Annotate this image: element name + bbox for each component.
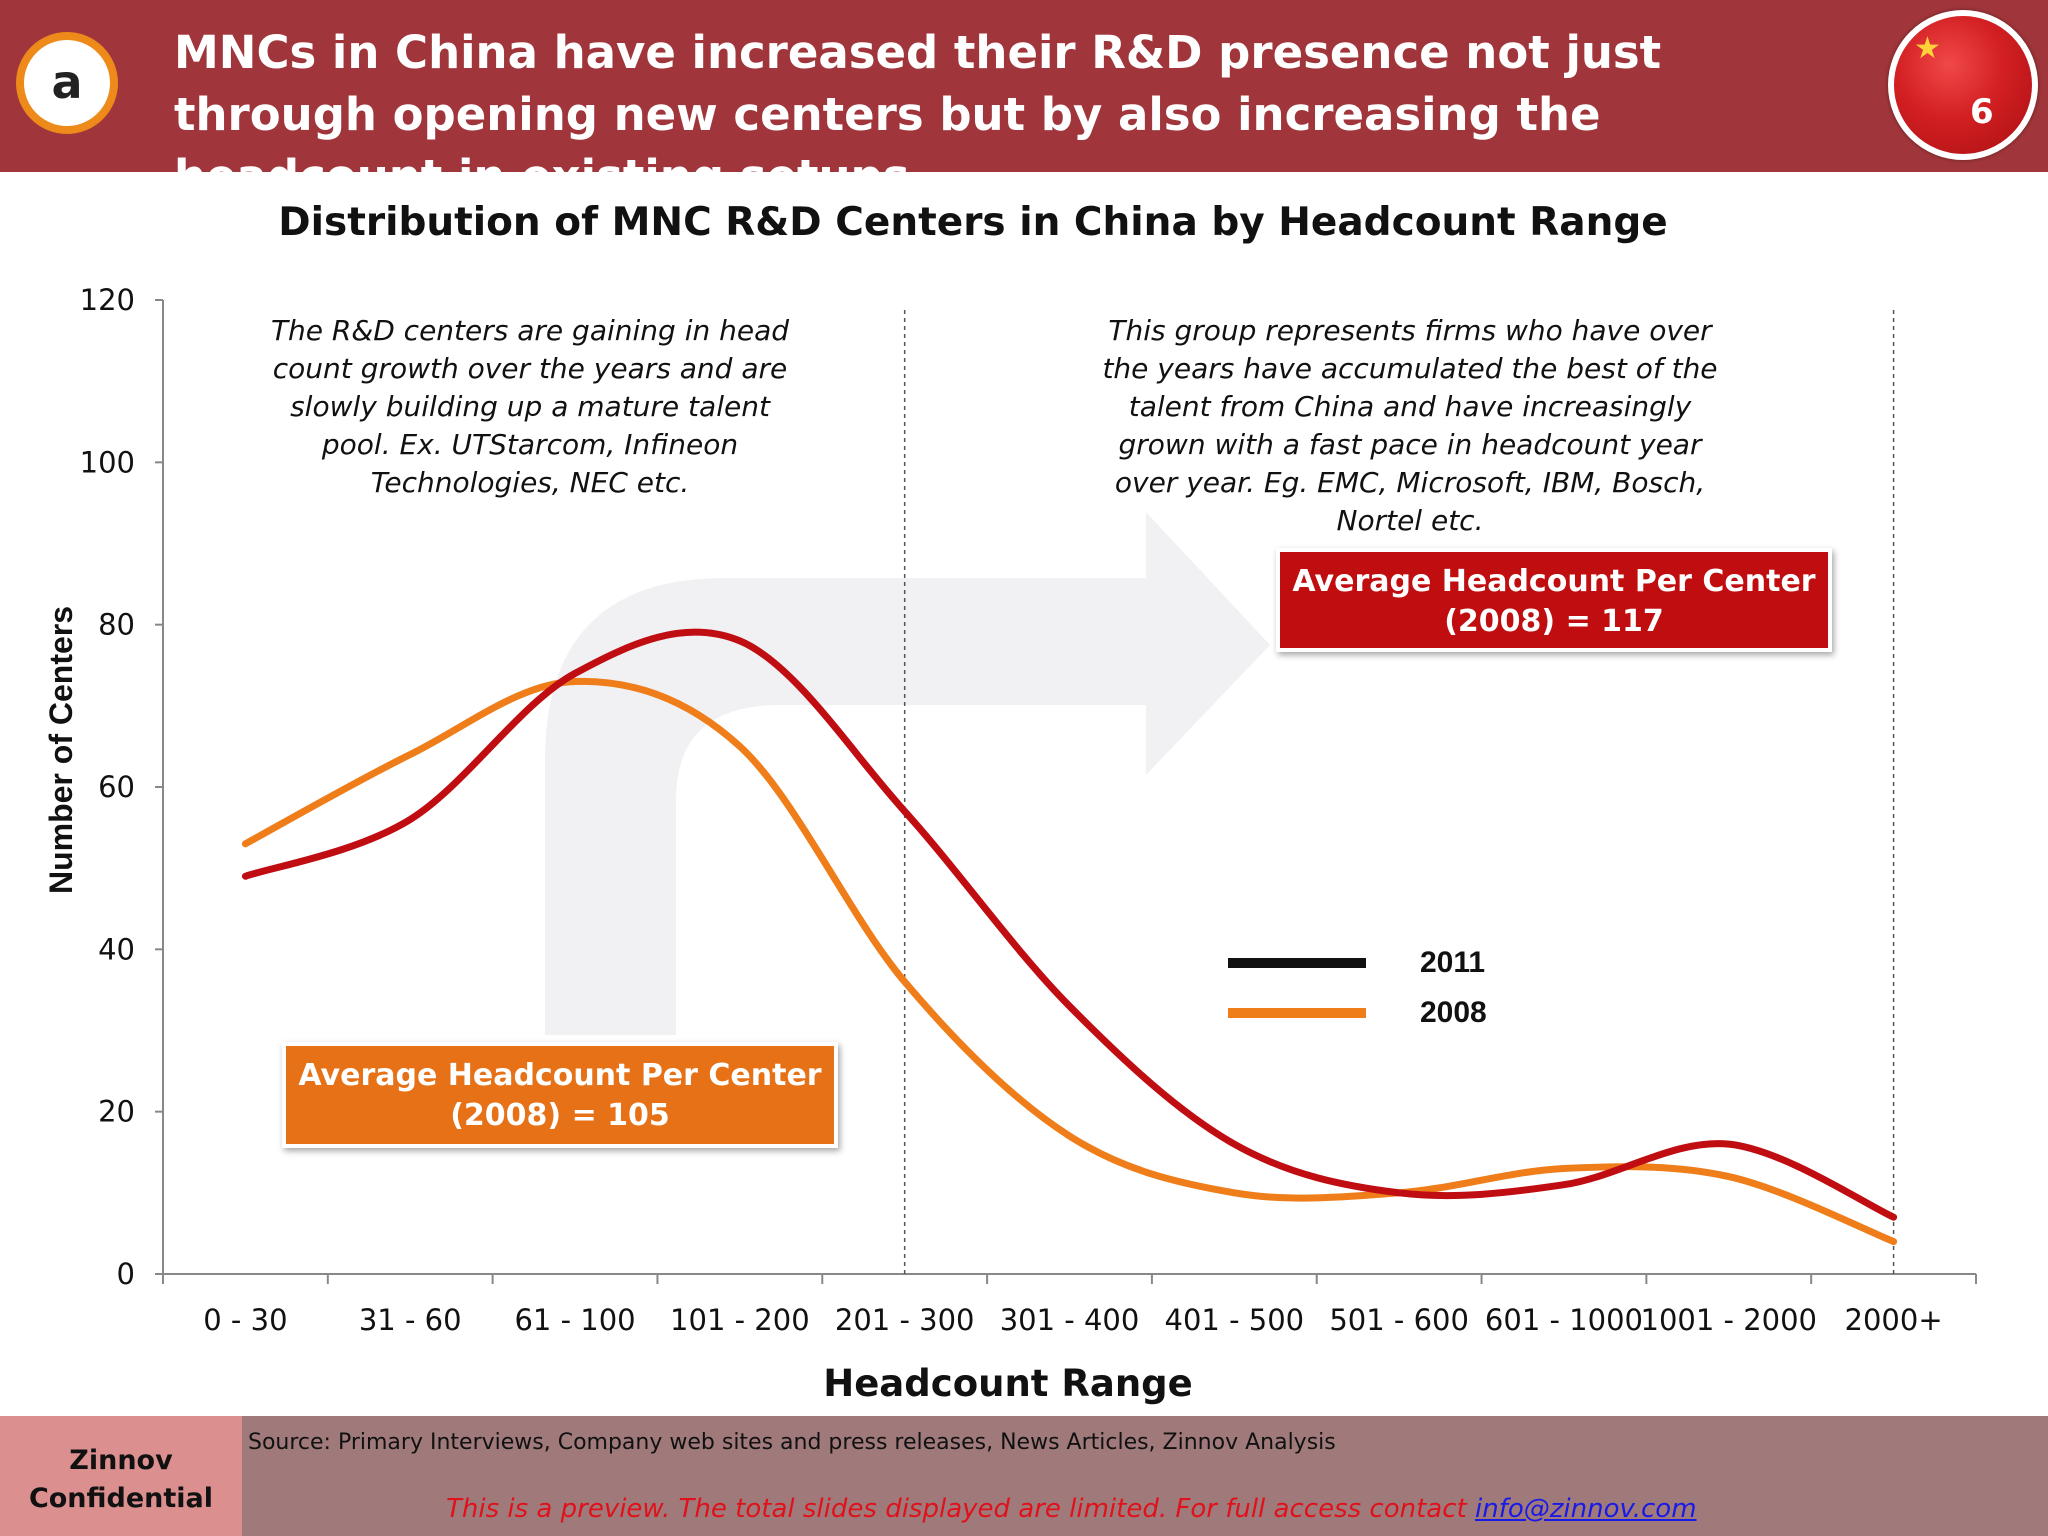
preview-text: This is a preview. The total slides disp…	[446, 1494, 1475, 1524]
page-number: 6	[1970, 92, 1994, 132]
x-tick-label: 101 - 200	[670, 1303, 810, 1337]
y-tick-label: 100	[80, 445, 135, 479]
left-annotation: The R&D centers are gaining in head coun…	[270, 314, 790, 499]
preview-notice: This is a preview. The total slides disp…	[446, 1494, 1697, 1524]
x-tick-label: 1001 - 2000	[1641, 1303, 1818, 1337]
star-icon: ★	[1914, 32, 1941, 65]
x-tick-label: 2000+	[1845, 1303, 1943, 1337]
callout-line-2: (2008) = 105	[450, 1098, 670, 1133]
y-tick-label: 20	[98, 1095, 135, 1129]
confidential-text: Zinnov Confidential	[28, 1445, 214, 1514]
chart-title: Distribution of MNC R&D Centers in China…	[278, 200, 1668, 245]
x-tick-label: 0 - 30	[203, 1303, 287, 1337]
callout-line-1: Average Headcount Per Center	[1292, 564, 1816, 599]
footer-bar: Source: Primary Interviews, Company web …	[242, 1416, 2048, 1536]
x-tick-label: 31 - 60	[359, 1303, 462, 1337]
source-text: Source: Primary Interviews, Company web …	[248, 1430, 1336, 1455]
confidential-label: Zinnov Confidential	[0, 1416, 242, 1536]
y-axis-label: Number of Centers	[43, 606, 79, 894]
china-flag-icon: ★ 6	[1888, 10, 2038, 160]
header-bar: a MNCs in China have increased their R&D…	[0, 0, 2048, 203]
avg-headcount-callout-2008-orange: Average Headcount Per Center (2008) = 10…	[282, 1042, 838, 1148]
arrow-watermark	[545, 512, 1270, 1035]
avg-headcount-callout-2008-red: Average Headcount Per Center (2008) = 11…	[1276, 548, 1832, 652]
x-tick-label: 401 - 500	[1165, 1303, 1305, 1337]
y-tick-label: 40	[98, 932, 135, 966]
x-tick-label: 301 - 400	[1000, 1303, 1140, 1337]
callout-line-2: (2008) = 117	[1444, 604, 1664, 639]
line-chart: 0 20 40 60 80 100 120 0 - 30 31 - 60 61 - 100 101 …	[43, 283, 1977, 1405]
y-tick-label: 60	[98, 770, 135, 804]
x-tick-label: 501 - 600	[1329, 1303, 1469, 1337]
x-tick-label: 61 - 100	[514, 1303, 635, 1337]
series-line-2008	[241, 677, 1898, 1246]
series-line-2011	[241, 628, 1898, 1221]
x-axis-label: Headcount Range	[823, 1362, 1193, 1405]
right-annotation: This group represents firms who have ove…	[1102, 314, 1718, 537]
y-tick-label: 0	[117, 1257, 135, 1291]
section-badge: a	[16, 32, 118, 134]
contact-email-link[interactable]: info@zinnov.com	[1474, 1494, 1697, 1524]
x-tick-label: 201 - 300	[835, 1303, 975, 1337]
legend-label-2011: 2011	[1420, 946, 1486, 979]
callout-line-1: Average Headcount Per Center	[298, 1058, 822, 1093]
legend-swatch-2008	[1228, 1008, 1366, 1018]
legend-swatch-2011	[1228, 958, 1366, 968]
y-tick-label: 120	[80, 283, 135, 317]
x-tick-label: 601 - 1000	[1485, 1303, 1643, 1337]
legend-label-2008: 2008	[1420, 996, 1487, 1029]
slide-title: MNCs in China have increased their R&D p…	[174, 26, 1662, 203]
y-tick-label: 80	[98, 608, 135, 642]
